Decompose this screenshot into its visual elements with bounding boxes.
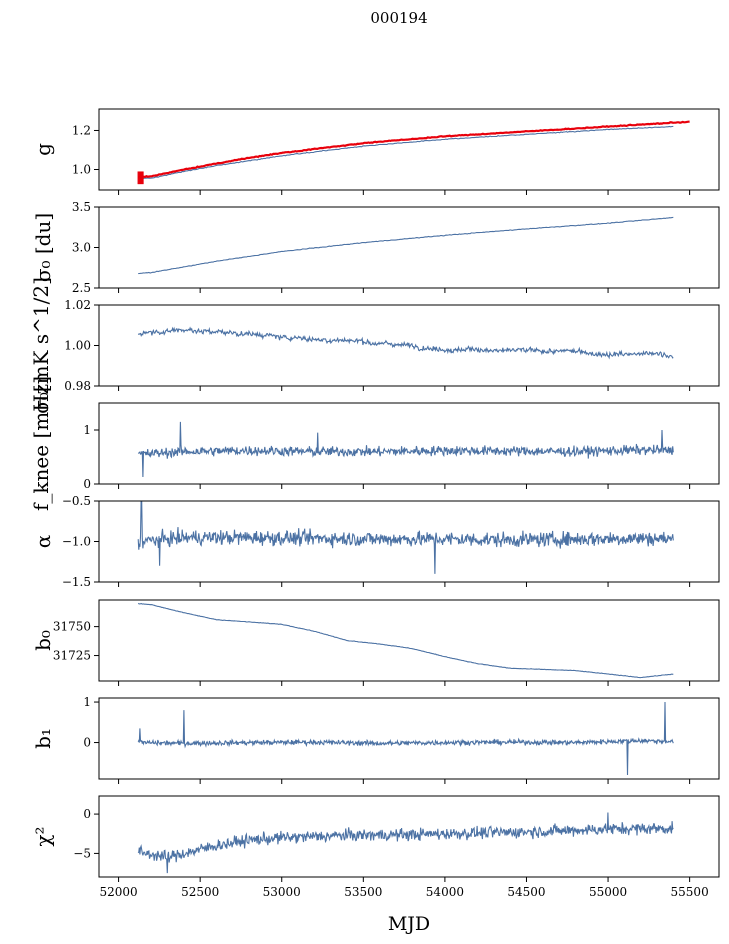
- y-tick-label-alpha: −0.5: [62, 494, 91, 508]
- y-tick-label-sigma0_du: 2.5: [72, 281, 91, 295]
- y-axis-label-b1: b₁: [31, 728, 55, 749]
- series-line-g-gain: [138, 125, 674, 180]
- y-tick-label-sigma0_mk: 1.00: [64, 339, 91, 353]
- series-line-sigma0_du-sigma0: [138, 216, 674, 275]
- series-line-b1-b1: [137, 701, 674, 776]
- y-axis-label-sigma0_du: σ₀ [du]: [31, 213, 55, 282]
- y-axis-label-fknee: f_knee [mHz]: [29, 376, 53, 511]
- series-line-alpha-alpha: [137, 500, 674, 574]
- y-tick-label-b0: 31750: [53, 620, 91, 634]
- y-tick-label-alpha: −1.0: [62, 535, 91, 549]
- x-axis-label: MJD: [388, 913, 430, 935]
- series-line-sigma0_mk-sigma0_mk: [137, 326, 674, 360]
- x-tick-label: 54500: [507, 885, 545, 899]
- series-line-g-gain-red: [138, 120, 690, 179]
- x-tick-label: 52000: [99, 885, 137, 899]
- y-tick-label-chi2: 0: [83, 807, 91, 821]
- y-axis-label-g: g: [31, 143, 55, 156]
- series-line-b0-b0: [137, 602, 674, 679]
- axes-frame-chi2: [98, 795, 720, 878]
- series-line-chi2-chi2: [137, 812, 674, 874]
- y-tick-label-g: 1.0: [72, 163, 91, 177]
- y-tick-label-sigma0_du: 3.5: [72, 200, 91, 214]
- x-tick-label: 53000: [263, 885, 301, 899]
- y-tick-label-chi2: −5: [73, 846, 91, 860]
- x-tick-label: 54000: [426, 885, 464, 899]
- y-tick-label-alpha: −1.5: [62, 575, 91, 589]
- x-tick-label: 52500: [181, 885, 219, 899]
- x-tick-label: 55500: [671, 885, 709, 899]
- axes-frame-fknee: [98, 402, 720, 485]
- y-tick-label-b1: 0: [83, 736, 91, 750]
- y-tick-label-sigma0_du: 3.0: [72, 241, 91, 255]
- y-tick-label-fknee: 0: [83, 477, 91, 491]
- axes-frame-g: [98, 108, 720, 191]
- axes-frame-b0: [98, 599, 720, 682]
- x-tick-label: 53500: [344, 885, 382, 899]
- y-tick-label-b1: 1: [83, 695, 91, 709]
- y-tick-label-g: 1.2: [72, 123, 91, 137]
- y-tick-label-sigma0_mk: 1.02: [64, 298, 91, 312]
- axes-frame-sigma0_du: [98, 206, 720, 289]
- y-axis-label-alpha: α: [31, 535, 55, 549]
- y-tick-label-sigma0_mk: 0.98: [64, 379, 91, 393]
- y-axis-label-chi2: χ²: [31, 826, 55, 846]
- y-tick-label-b0: 31725: [53, 649, 91, 663]
- x-tick-label: 55000: [589, 885, 627, 899]
- series-line-fknee-fknee: [137, 421, 674, 478]
- y-axis-label-b0: b₀: [31, 630, 55, 651]
- y-axis-label-sigma0_mk: σ₀[mK s^1/2]: [29, 277, 53, 414]
- y-tick-label-fknee: 1: [83, 423, 91, 437]
- axes-frame-b1: [98, 697, 720, 780]
- figure-title: 000194: [370, 9, 427, 27]
